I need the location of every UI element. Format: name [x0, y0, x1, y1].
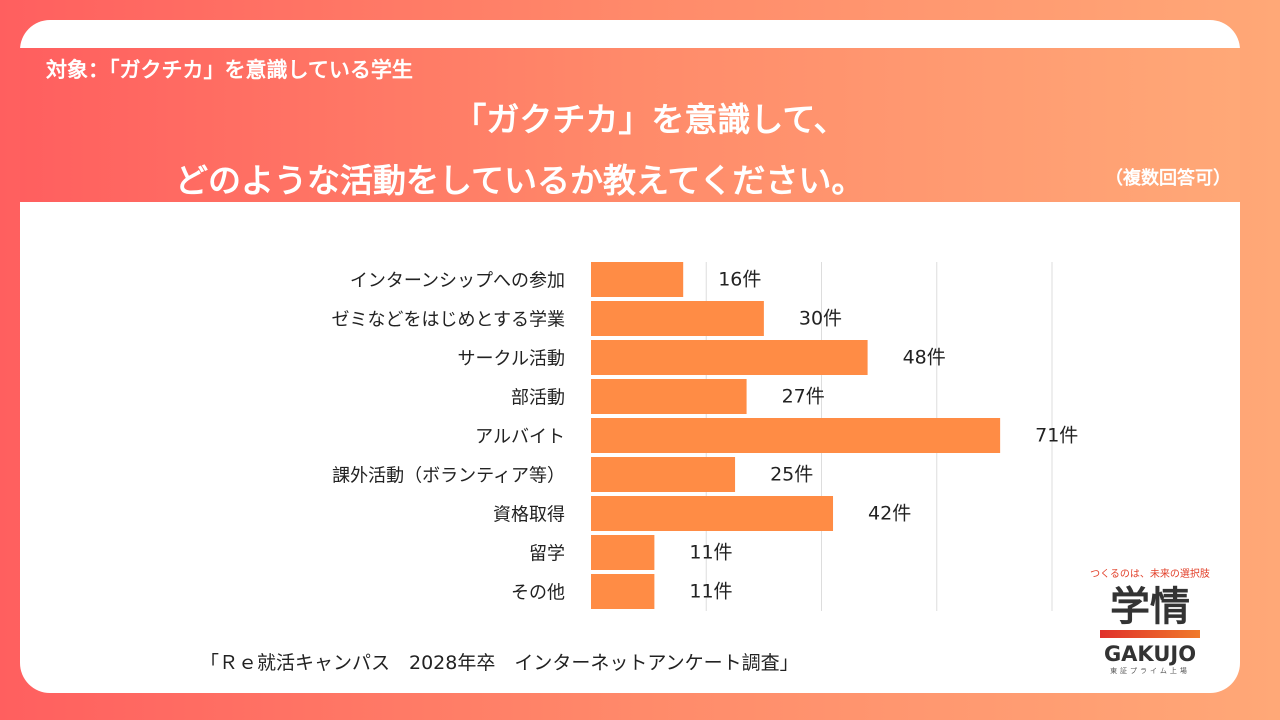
gakujo-logo: つくるのは、未来の選択肢 学情 GAKUJO 東証プライム上場: [1085, 565, 1215, 676]
value-label: 27件: [782, 386, 825, 408]
value-label: 30件: [799, 308, 842, 330]
logo-sub: 東証プライム上場: [1110, 667, 1190, 675]
category-label: アルバイト: [475, 427, 565, 448]
bar: [591, 457, 736, 492]
logo-name: GAKUJO: [1103, 642, 1197, 666]
title-line2: どのような活動をしているか教えてください。: [175, 161, 865, 200]
value-label: 11件: [689, 542, 732, 564]
value-label: 71件: [1035, 425, 1078, 447]
category-label: ゼミなどをはじめとする学業: [332, 310, 565, 331]
value-label: 11件: [689, 581, 732, 603]
bar: [591, 379, 747, 414]
category-label: インターンシップへの参加: [350, 271, 565, 292]
bar: [591, 496, 834, 531]
logo-bar: [1100, 630, 1200, 638]
value-label: 25件: [770, 464, 813, 486]
logo-tagline: つくるのは、未来の選択肢: [1090, 569, 1210, 580]
value-label: 48件: [903, 347, 946, 369]
category-label: サークル活動: [458, 349, 565, 370]
category-label: 部活動: [511, 388, 565, 409]
title-line1: 「ガクチカ」を意識して、: [453, 100, 847, 139]
target-label: 対象：「ガクチカ」を意識している学生: [46, 58, 413, 82]
value-label: 42件: [868, 503, 911, 525]
category-label: その他: [511, 583, 565, 604]
bar: [591, 535, 655, 570]
header-band: 対象：「ガクチカ」を意識している学生 「ガクチカ」を意識して、 どのような活動を…: [20, 48, 1240, 202]
bar: [591, 574, 655, 609]
bar: [591, 301, 764, 336]
category-label: 資格取得: [493, 505, 565, 526]
source-note: 「Ｒｅ就活キャンパス 2028年卒 インターネットアンケート調査」: [200, 652, 799, 674]
multiple-answer-note: （複数回答可）: [1105, 168, 1231, 189]
bar: [591, 262, 684, 297]
logo-kanji: 学情: [1110, 584, 1190, 630]
bar: [591, 418, 1001, 453]
value-label: 16件: [718, 269, 761, 291]
bar: [591, 340, 868, 375]
category-label: 留学: [529, 544, 565, 565]
category-label: 課外活動（ボランティア等）: [332, 466, 565, 487]
